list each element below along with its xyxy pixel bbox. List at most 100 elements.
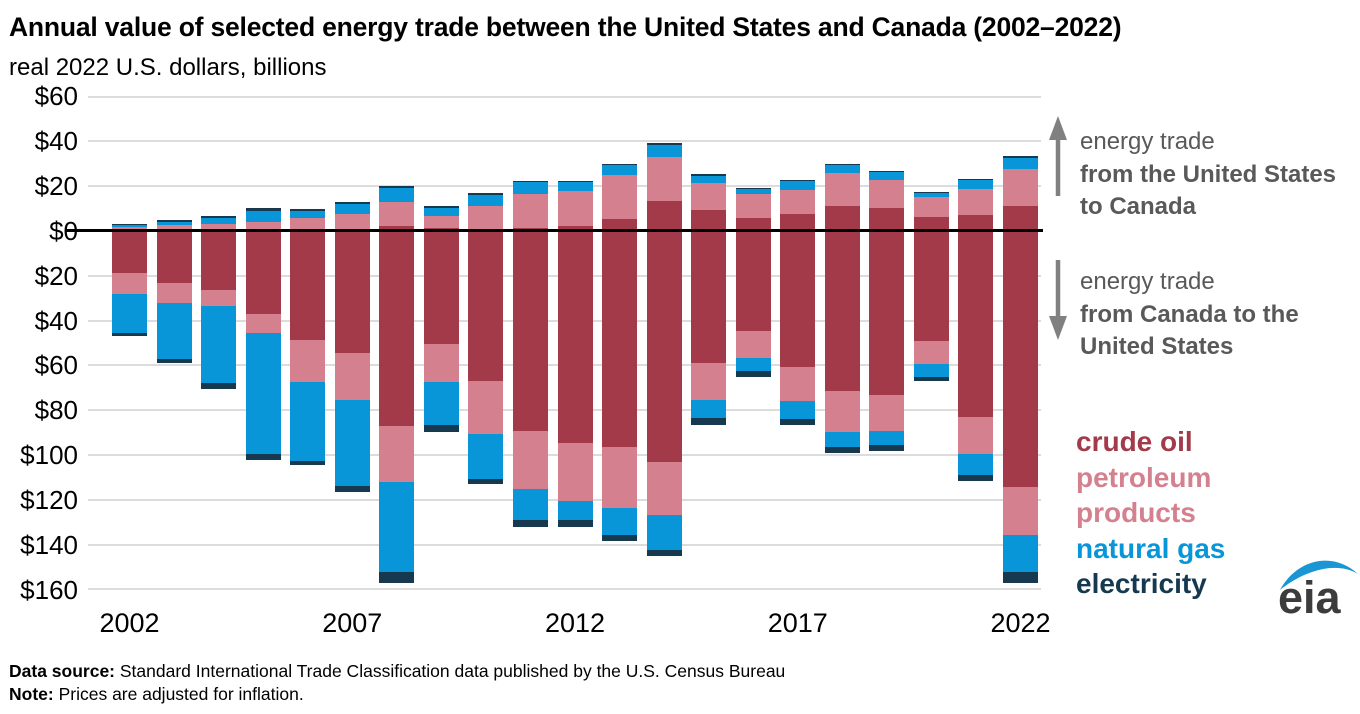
bar-segment <box>602 163 638 166</box>
y-tick-label: $80 <box>34 395 78 426</box>
bar-segment <box>824 447 860 454</box>
bar-segment <box>958 475 994 482</box>
bar-segment <box>869 230 905 395</box>
bar-segment <box>602 175 638 220</box>
bar-segment <box>512 520 548 528</box>
bar-segment <box>112 332 147 337</box>
bar-segment <box>869 170 905 172</box>
bar-segment <box>646 142 682 146</box>
bar-segment <box>379 230 415 427</box>
bar-segment <box>423 344 459 383</box>
bar-segment <box>334 353 370 401</box>
bar-segment <box>913 340 949 365</box>
legend-item-petroleum-products: petroleum products <box>1076 461 1212 529</box>
bar-segment <box>824 431 860 448</box>
bar-segment <box>1003 230 1038 487</box>
bar-segment <box>958 188 994 215</box>
bar-segment <box>824 230 860 392</box>
bar-segment <box>112 293 147 333</box>
zero-baseline <box>66 229 1043 232</box>
bar-segment <box>691 418 727 425</box>
bar-segment <box>780 180 816 190</box>
y-tick-label: $140 <box>20 530 78 561</box>
bar-segment <box>156 230 192 284</box>
annotation-line-bold: from the United States to Canada <box>1080 160 1337 221</box>
bar-segment <box>557 191 593 227</box>
bar-segment <box>602 230 638 448</box>
x-tick-label: 2007 <box>322 608 383 638</box>
bar-segment <box>602 508 638 535</box>
legend-item-electricity: electricity <box>1076 568 1207 599</box>
bar-segment <box>646 201 682 231</box>
bar-segment <box>824 206 860 231</box>
legend-item-natural-gas: natural gas <box>1076 532 1226 564</box>
bar-segment <box>646 145 682 157</box>
arrow-up-icon <box>1049 116 1067 196</box>
bar-segment <box>1003 157 1038 169</box>
bar-segment <box>557 501 593 521</box>
bar-segment <box>201 290 237 306</box>
bar-segment <box>780 401 816 420</box>
bar-segment <box>557 182 593 192</box>
bar-segment <box>1003 486 1038 535</box>
x-tick-label: 2017 <box>767 608 828 638</box>
x-tick-label: 2022 <box>990 608 1051 638</box>
bar-segment <box>735 188 771 195</box>
bar-segment <box>913 230 949 341</box>
bar-segment <box>602 219 638 231</box>
bar-segment <box>958 230 994 418</box>
bar-segment <box>1003 572 1038 584</box>
bar-segment <box>824 173 860 207</box>
bar-segment <box>958 454 994 476</box>
bar-segment <box>112 273 147 294</box>
bar-segment <box>869 394 905 431</box>
bar-segment <box>780 213 816 231</box>
bar-segment <box>691 182 727 210</box>
bar-segment <box>290 208 326 212</box>
x-tick-label: 2002 <box>99 608 160 638</box>
bar-segment <box>512 180 548 183</box>
bar-segment <box>201 230 237 291</box>
bar-segment <box>290 382 326 461</box>
bar-segment <box>156 222 192 226</box>
footer: Data source: Standard International Trad… <box>9 660 785 705</box>
bar-segment <box>958 180 994 189</box>
bar-segment <box>334 400 370 486</box>
bar-segment <box>112 225 147 228</box>
y-tick-label: $40 <box>34 305 78 336</box>
y-tick-label: $100 <box>20 440 78 471</box>
bar-segment <box>468 193 504 195</box>
bar-segment <box>468 230 504 382</box>
bar-segment <box>1003 534 1038 573</box>
bar-segment <box>557 442 593 502</box>
y-tick-label: $20 <box>34 170 78 201</box>
bar-segment <box>1003 156 1038 158</box>
bar-segment <box>201 223 237 229</box>
bar-segment <box>735 371 771 377</box>
bar-segment <box>290 339 326 383</box>
chart-subtitle: real 2022 U.S. dollars, billions <box>9 54 327 81</box>
bar-segment <box>913 197 949 217</box>
bar-segment <box>245 313 281 333</box>
bar-segment <box>423 208 459 216</box>
bar-segment <box>557 230 593 443</box>
bar-segment <box>824 164 860 166</box>
bar-segment <box>379 187 415 203</box>
bar-segment <box>646 514 682 550</box>
bar-segment <box>735 217 771 231</box>
bar-segment <box>512 488 548 521</box>
bar-segment <box>379 226 415 231</box>
note-text: Prices are adjusted for inflation. <box>53 683 304 704</box>
bar-segment <box>824 391 860 432</box>
bar-segment <box>334 214 370 230</box>
bar-segment <box>201 305 237 384</box>
bar-segment <box>869 207 905 231</box>
eia-logo-text: eia <box>1278 572 1342 617</box>
bar-segment <box>245 454 281 460</box>
bar-segment <box>913 192 949 198</box>
bar-segment <box>691 400 727 419</box>
bar-segment <box>646 156 682 202</box>
bar-segment <box>423 215 459 229</box>
bar-segment <box>201 216 237 219</box>
bar-segment <box>156 220 192 223</box>
